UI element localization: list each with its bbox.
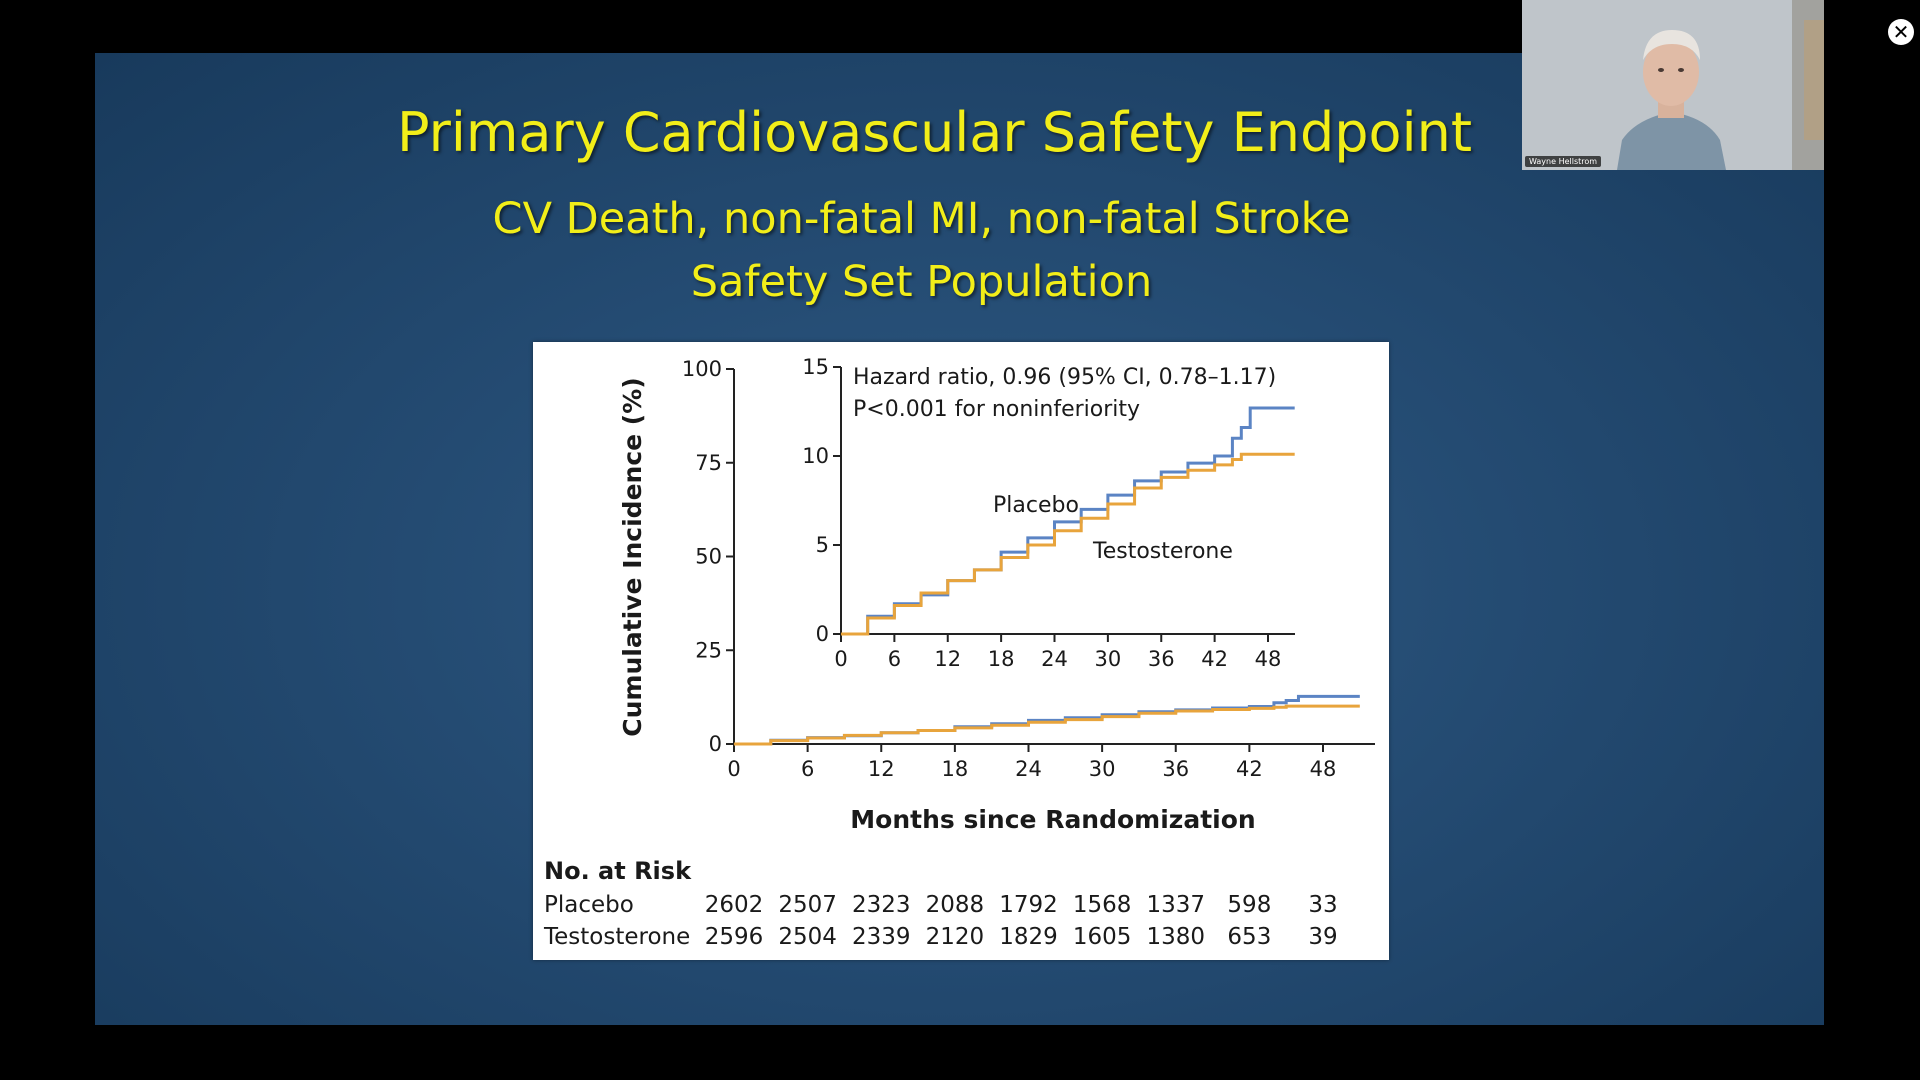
main-x-tick-label: 12 [868,757,895,781]
main-x-tick-label: 36 [1162,757,1189,781]
risk-table-cell: 598 [1227,892,1271,918]
inset-x-tick-label: 0 [834,647,847,671]
risk-table-cell: 653 [1227,924,1271,950]
main-y-tick-label: 0 [709,732,722,756]
risk-table-cell: 2507 [778,892,837,918]
participant-video-tile[interactable]: Wayne Hellstrom [1522,0,1824,170]
main-x-ticks: 0 6 12 18 24 30 36 42 48 [727,744,1336,781]
risk-table-cell: 2339 [852,924,911,950]
main-y-tick-label: 100 [682,357,722,381]
inset-x-tick-label: 42 [1201,647,1228,671]
risk-table-cell: 2120 [926,924,985,950]
inset-x-tick-label: 36 [1148,647,1175,671]
inset-x-tick-label: 6 [888,647,901,671]
main-y-tick-label: 75 [695,451,722,475]
inset-annotation-hazard-ratio: Hazard ratio, 0.96 (95% CI, 0.78–1.17) [853,365,1276,390]
kaplan-meier-figure: 0 25 50 75 100 0 6 12 18 24 30 36 42 48 Cumulative I… [533,342,1389,960]
close-button[interactable]: ✕ [1888,19,1914,45]
inset-annotation-p-value: P<0.001 for noninferiority [853,397,1140,422]
participant-name-label: Wayne Hellstrom [1525,156,1602,167]
risk-table-values: 2602 2507 2323 2088 1792 1568 1337 598 33 2596 250… [705,892,1338,950]
risk-table-cell: 2088 [926,892,985,918]
main-x-tick-label: 6 [801,757,814,781]
risk-row-label-testosterone: Testosterone [543,924,690,950]
main-x-axis-label: Months since Randomization [850,805,1255,834]
close-icon: ✕ [1892,20,1910,44]
inset-y-tick-label: 0 [816,622,829,646]
inset-y-tick-label: 15 [802,355,829,379]
risk-row-label-placebo: Placebo [544,892,634,918]
risk-table-cell: 33 [1308,892,1337,918]
risk-table-cell: 1380 [1146,924,1205,950]
inset-series-group [841,406,1295,636]
main-x-tick-label: 48 [1310,757,1337,781]
main-x-tick-label: 42 [1236,757,1263,781]
inset-x-ticks: 0 6 12 18 24 30 36 42 48 [834,634,1281,671]
main-x-tick-label: 18 [942,757,969,781]
risk-table-cell: 2323 [852,892,911,918]
risk-table-cell: 1829 [999,924,1058,950]
inset-y-ticks: 0 5 10 15 [802,355,841,646]
main-y-tick-label: 25 [695,638,722,662]
slide-title: Primary Cardiovascular Safety Endpoint [397,101,1472,164]
inset-y-tick-label: 10 [802,444,829,468]
risk-table-cell: 1337 [1146,892,1205,918]
risk-table-cell: 2602 [705,892,764,918]
main-series-testosterone-line [734,704,1360,746]
inset-x-tick-label: 18 [988,647,1015,671]
inset-series-testosterone-line [841,452,1295,636]
inset-label-testosterone: Testosterone [1092,539,1233,564]
main-x-tick-label: 30 [1089,757,1116,781]
slide-subtitle-line2: Safety Set Population [690,257,1153,307]
inset-series-placebo-line [841,406,1295,636]
risk-table-heading: No. at Risk [544,857,692,885]
main-x-tick-label: 0 [727,757,740,781]
main-y-ticks: 0 25 50 75 100 [682,357,734,756]
risk-table-cell: 39 [1308,924,1337,950]
main-x-tick-label: 24 [1015,757,1042,781]
inset-label-placebo: Placebo [993,493,1079,518]
inset-x-tick-label: 24 [1041,647,1068,671]
inset-x-tick-label: 30 [1095,647,1122,671]
risk-table-cell: 1792 [999,892,1058,918]
risk-table-cell: 1605 [1073,924,1132,950]
slide-subtitle-line1: CV Death, non-fatal MI, non-fatal Stroke [492,194,1351,244]
main-y-axis-label: Cumulative Incidence (%) [618,377,647,736]
inset-x-tick-label: 48 [1255,647,1282,671]
main-y-tick-label: 50 [695,545,722,569]
risk-table-cell: 2504 [778,924,837,950]
participant-video-feed [1522,0,1824,170]
inset-y-tick-label: 5 [816,533,829,557]
risk-table-cell: 2596 [705,924,764,950]
risk-table-cell: 1568 [1073,892,1132,918]
inset-x-tick-label: 12 [934,647,961,671]
main-series-group [734,694,1360,746]
